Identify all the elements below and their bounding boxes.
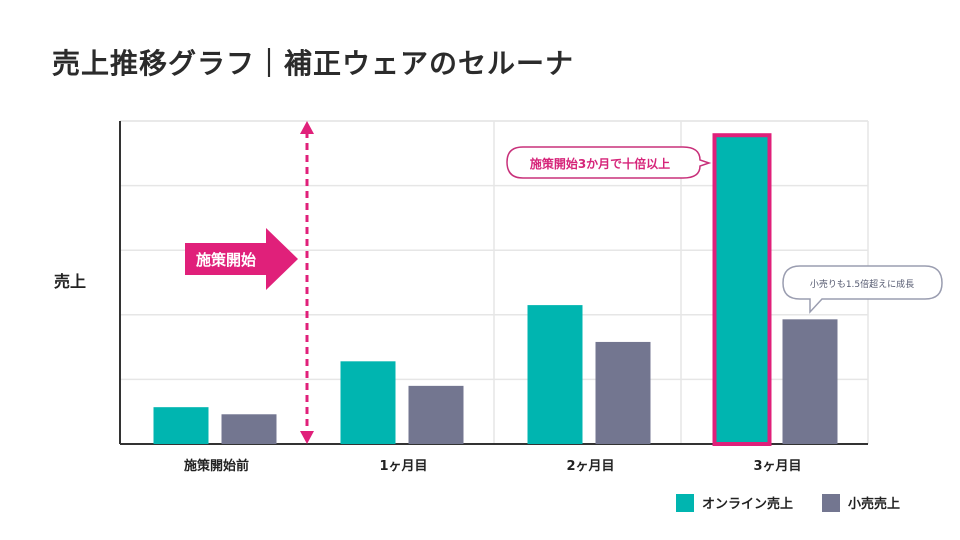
legend-label-online: オンライン売上 [702, 497, 794, 512]
bar-retail [595, 341, 651, 444]
legend-label-retail: 小売売上 [848, 497, 901, 512]
legend-swatch-retail [822, 493, 840, 512]
x-tick-label: 1ヶ月目 [379, 459, 427, 474]
bar-retail [221, 414, 277, 444]
arrowhead-up-icon [300, 121, 314, 134]
start-arrow-icon [185, 228, 298, 290]
x-tick-label: 施策開始前 [184, 458, 249, 474]
arrowhead-down-icon [300, 431, 314, 444]
start-arrow-label: 施策開始 [196, 251, 256, 269]
bar-retail [782, 319, 838, 444]
bar-online [712, 133, 772, 446]
page-title: 売上推移グラフ｜補正ウェアのセルーナ [52, 47, 575, 80]
bar-online [153, 407, 209, 444]
callout-retail-text: 小売りも1.5倍超えに成長 [810, 278, 914, 290]
callout-online-text: 施策開始3か月で十倍以上 [530, 156, 670, 171]
x-tick-label: 2ヶ月目 [566, 459, 614, 474]
bar-retail [408, 385, 464, 444]
x-tick-label: 3ヶ月目 [753, 459, 801, 474]
legend-online: オンライン売上 [676, 493, 793, 512]
bar-online [527, 305, 583, 444]
callout-retail-bubble [782, 265, 943, 314]
legend-swatch-online [676, 493, 694, 512]
callout-online-bubble [506, 146, 712, 179]
bar-online [340, 361, 396, 444]
legend-retail: 小売売上 [822, 493, 900, 512]
y-axis-label: 売上 [54, 272, 87, 291]
